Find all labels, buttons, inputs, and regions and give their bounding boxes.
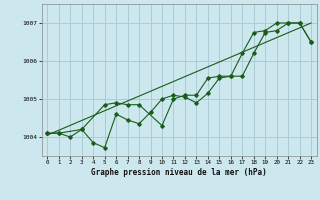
X-axis label: Graphe pression niveau de la mer (hPa): Graphe pression niveau de la mer (hPa) (91, 168, 267, 177)
